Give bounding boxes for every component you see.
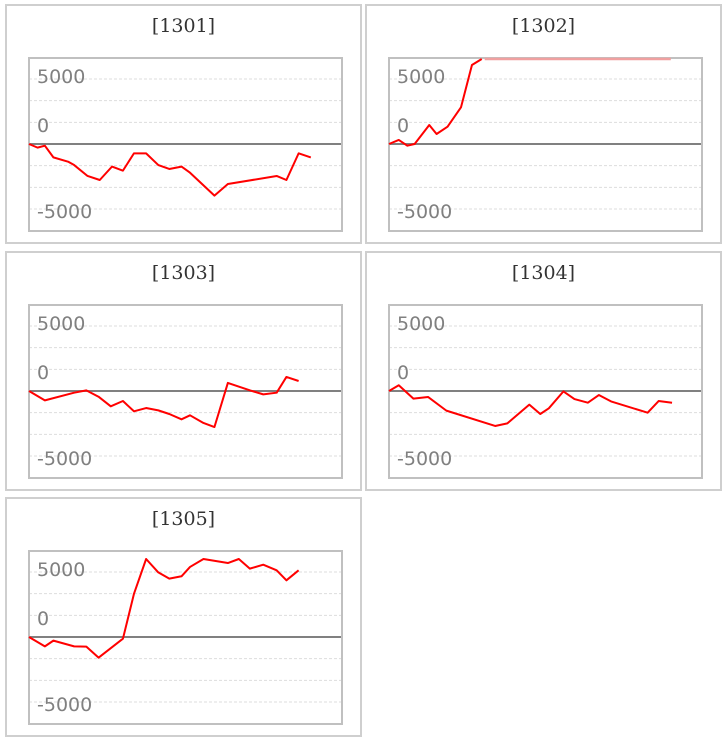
chart-panel-1301: [1301] 5000 0 -5000 bbox=[5, 4, 362, 244]
y-tick-label: 0 bbox=[397, 115, 410, 137]
plot-area: 5000 0 -5000 bbox=[388, 57, 703, 232]
chart-panel-1303: [1303] 5000 0 -5000 bbox=[5, 251, 362, 491]
chart-svg bbox=[388, 57, 703, 232]
chart-panel-1305: [1305] 5000 0 -5000 bbox=[5, 497, 362, 737]
y-tick-label: 5000 bbox=[397, 313, 446, 335]
y-tick-label: -5000 bbox=[37, 448, 93, 470]
chart-svg bbox=[388, 304, 703, 479]
series-line bbox=[28, 375, 299, 429]
y-tick-label: 0 bbox=[397, 362, 410, 384]
plot-frame bbox=[388, 304, 703, 479]
y-tick-label: 0 bbox=[37, 362, 50, 384]
chart-panel-1304: [1304] 5000 0 -5000 bbox=[365, 251, 722, 491]
y-tick-label: -5000 bbox=[37, 694, 93, 716]
plot-area: 5000 0 -5000 bbox=[388, 304, 703, 479]
chart-title: [1301] bbox=[151, 15, 216, 37]
chart-title: [1304] bbox=[511, 262, 576, 284]
series-line bbox=[388, 58, 483, 147]
chart-panel-1302: [1302] 5000 0 -5000 bbox=[365, 4, 722, 244]
chart-title: [1302] bbox=[511, 15, 576, 37]
chart-title: [1303] bbox=[151, 262, 216, 284]
y-tick-label: 5000 bbox=[37, 559, 86, 581]
chart-svg bbox=[28, 304, 343, 479]
y-tick-label: -5000 bbox=[397, 448, 453, 470]
chart-title: [1305] bbox=[151, 508, 216, 530]
series-line bbox=[388, 384, 673, 427]
y-tick-label: 5000 bbox=[37, 313, 86, 335]
plot-area: 5000 0 -5000 bbox=[28, 304, 343, 479]
y-tick-label: -5000 bbox=[37, 201, 93, 223]
y-tick-label: 0 bbox=[37, 608, 50, 630]
series-line bbox=[28, 143, 312, 197]
plot-area: 5000 0 -5000 bbox=[28, 550, 343, 725]
chart-svg bbox=[28, 57, 343, 232]
plot-area: 5000 0 -5000 bbox=[28, 57, 343, 232]
y-tick-label: -5000 bbox=[397, 201, 453, 223]
chart-svg bbox=[28, 550, 343, 725]
y-tick-label: 5000 bbox=[37, 66, 86, 88]
y-tick-label: 5000 bbox=[397, 66, 446, 88]
y-tick-label: 0 bbox=[37, 115, 50, 137]
